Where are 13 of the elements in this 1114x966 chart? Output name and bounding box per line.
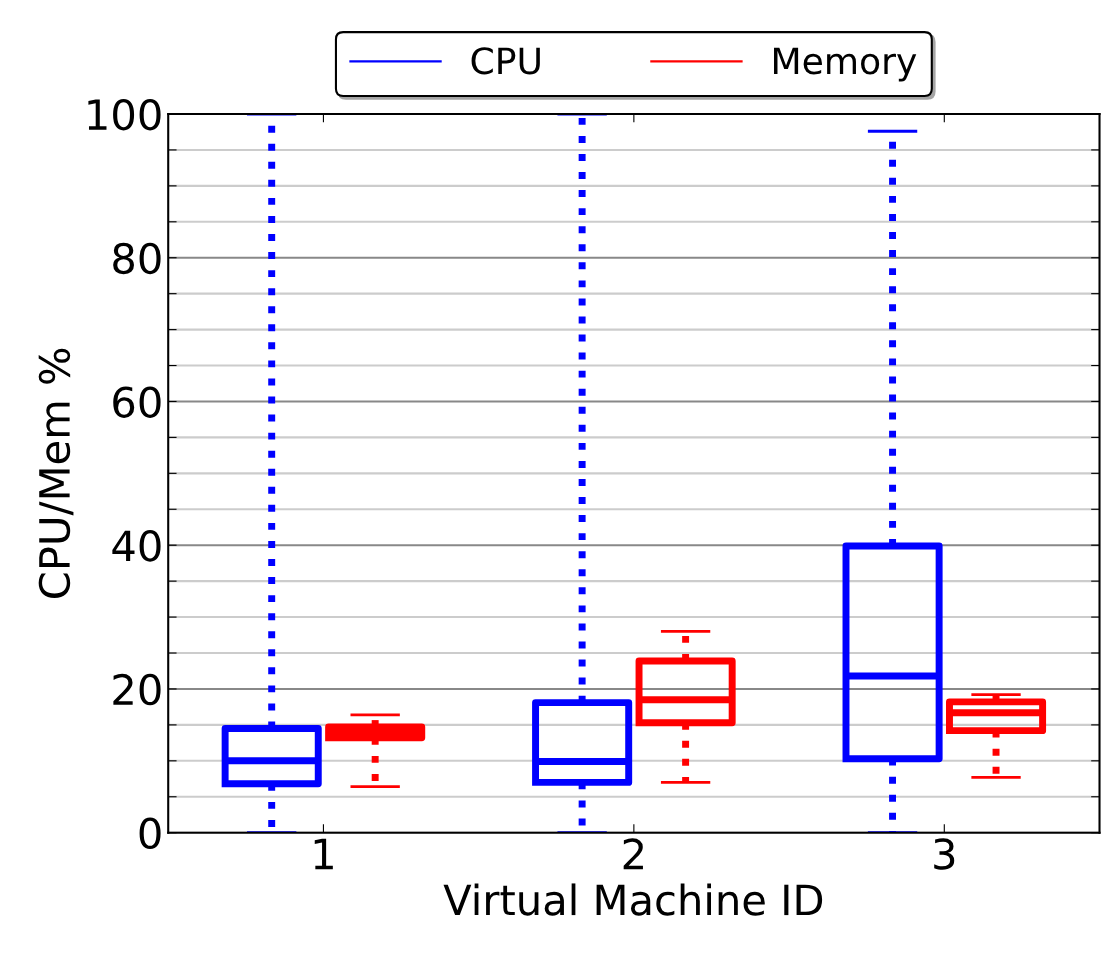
y-tick-label: 100	[88, 98, 161, 131]
x-tick-label: 2	[623, 838, 643, 870]
x-tick-label: 3	[934, 838, 955, 870]
x-tick-label: 1	[314, 838, 333, 870]
y-tick-label: 20	[113, 673, 161, 706]
y-tick-label: 40	[112, 530, 161, 562]
legend-label: Memory	[774, 47, 917, 82]
y-tick-label: 0	[139, 817, 161, 850]
legend-label: CPU	[471, 47, 540, 75]
y-axis-title: CPU/Mem %	[38, 348, 74, 598]
y-tick-label: 60	[113, 386, 161, 418]
y-tick-label: 80	[113, 242, 161, 275]
x-axis-title: Virtual Machine ID	[443, 883, 823, 916]
